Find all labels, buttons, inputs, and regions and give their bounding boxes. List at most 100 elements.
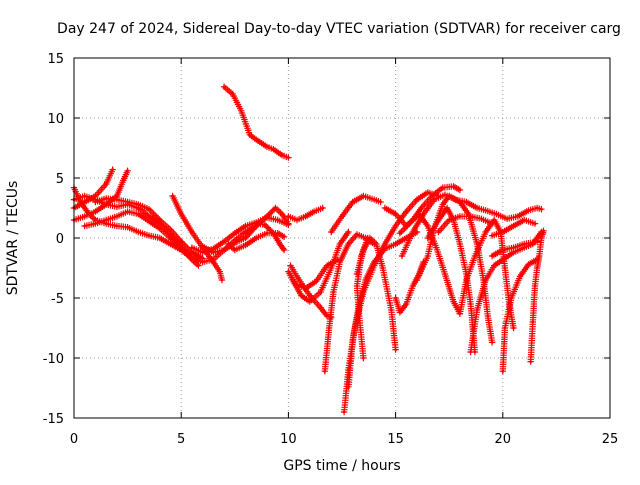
- data-point: [389, 308, 393, 312]
- data-point: [490, 234, 494, 238]
- data-point: [501, 230, 505, 234]
- data-point: [540, 236, 543, 240]
- data-point: [537, 254, 541, 258]
- data-point: [484, 278, 487, 282]
- data-point: [278, 242, 282, 246]
- data-point: [319, 306, 322, 309]
- data-point: [510, 296, 513, 300]
- data-point: [104, 218, 108, 222]
- data-point: [398, 311, 402, 314]
- data-point: [398, 231, 402, 235]
- series-track-10: [199, 220, 288, 256]
- data-point: [94, 200, 97, 204]
- data-point: [126, 200, 129, 204]
- data-point: [484, 230, 487, 234]
- data-point: [533, 284, 537, 288]
- series-track-33: [488, 238, 541, 260]
- data-point: [458, 188, 462, 192]
- data-point: [490, 254, 494, 258]
- series-markers: [287, 262, 335, 321]
- axis-ticks: [73, 57, 611, 419]
- data-point: [372, 198, 376, 202]
- data-point: [409, 221, 412, 224]
- data-point: [469, 302, 472, 306]
- series-markers: [289, 228, 352, 305]
- data-point: [171, 194, 175, 198]
- data-point: [340, 215, 344, 218]
- series-markers: [220, 83, 292, 161]
- data-point: [512, 246, 515, 250]
- data-point: [473, 254, 477, 258]
- data-point: [495, 212, 498, 216]
- data-point: [518, 275, 522, 278]
- data-point: [276, 231, 280, 235]
- series-track-29: [467, 228, 545, 356]
- y-tick-label: 10: [47, 112, 64, 127]
- data-point: [212, 260, 215, 264]
- data-point: [179, 247, 183, 251]
- data-point: [94, 222, 97, 226]
- data-point: [437, 230, 440, 234]
- data-point: [533, 222, 537, 226]
- data-point: [434, 246, 438, 250]
- data-point: [383, 206, 387, 210]
- data-point: [265, 231, 269, 235]
- data-point: [542, 229, 545, 233]
- data-point: [83, 224, 87, 228]
- data-point: [190, 230, 194, 234]
- data-point: [126, 210, 129, 214]
- data-point: [527, 209, 530, 212]
- y-axis-label: SDTVAR / TECUs: [5, 181, 21, 296]
- data-point: [351, 200, 355, 204]
- series-track-13: [287, 262, 335, 321]
- data-point: [257, 222, 260, 226]
- data-point: [426, 191, 430, 194]
- data-point: [522, 242, 526, 246]
- data-point: [308, 294, 312, 297]
- data-point: [136, 230, 140, 234]
- data-point: [280, 212, 284, 216]
- data-point: [104, 197, 108, 200]
- data-point: [347, 230, 350, 234]
- data-point: [115, 224, 119, 228]
- series-markers: [321, 231, 378, 375]
- series-track-34: [435, 213, 496, 236]
- data-point: [430, 194, 434, 198]
- data-point: [501, 258, 505, 261]
- data-point: [379, 200, 382, 204]
- data-point: [169, 236, 172, 240]
- data-point: [355, 233, 359, 236]
- series-markers: [527, 227, 547, 365]
- series-track-12: [285, 204, 326, 224]
- data-point: [244, 243, 247, 247]
- data-point: [415, 198, 419, 202]
- data-point: [475, 308, 479, 312]
- data-point: [531, 320, 535, 324]
- data-point: [104, 222, 108, 226]
- data-point: [364, 278, 367, 282]
- series-track-06: [92, 195, 206, 262]
- data-point: [287, 223, 290, 227]
- data-point: [437, 218, 440, 222]
- data-point: [404, 302, 408, 306]
- data-point: [121, 179, 125, 182]
- data-point: [426, 254, 430, 258]
- series-markers: [285, 204, 326, 224]
- data-point: [179, 212, 183, 216]
- data-point: [332, 290, 335, 294]
- data-point: [426, 224, 430, 228]
- data-point: [522, 246, 526, 250]
- data-point: [480, 217, 483, 221]
- data-point: [419, 206, 423, 210]
- data-point: [362, 194, 365, 198]
- data-point: [233, 231, 237, 235]
- data-point: [147, 215, 151, 218]
- data-point: [169, 228, 172, 232]
- data-point: [535, 266, 539, 270]
- data-point: [231, 92, 235, 96]
- data-point: [190, 251, 194, 254]
- data-point: [529, 360, 533, 363]
- data-point: [272, 147, 275, 151]
- data-point: [244, 236, 247, 240]
